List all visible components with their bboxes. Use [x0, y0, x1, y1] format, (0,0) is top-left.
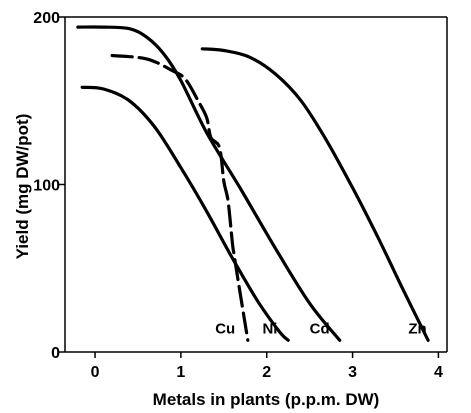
y-tick-label: 0 [51, 345, 60, 362]
series-labels: Cu Ni Cd Zn [215, 320, 426, 337]
series-label-zn: Zn [408, 320, 426, 337]
y-tick-label: 100 [33, 178, 60, 195]
series-line-ni [80, 85, 290, 342]
x-tick-label: 1 [176, 364, 185, 381]
series-line-cd [76, 25, 342, 342]
y-tick-label: 200 [33, 10, 60, 27]
axes [64, 16, 448, 353]
x-axis-title: Metals in plants (p.p.m. DW) [153, 390, 380, 409]
x-tick-label: 0 [91, 364, 100, 381]
series-line-zn [200, 47, 430, 342]
series-label-cd: Cd [310, 320, 330, 337]
series-line-cu [110, 53, 250, 342]
x-tick-label: 3 [348, 364, 357, 381]
series-label-cu: Cu [215, 320, 235, 337]
y-axis-title: Yield (mg DW/pot) [13, 114, 32, 260]
series-label-ni: Ni [262, 320, 277, 337]
x-tick-label: 2 [262, 364, 271, 381]
series-layer [76, 25, 430, 342]
x-ticks: 0 1 2 3 4 [91, 352, 443, 381]
y-ticks: 0 100 200 [33, 10, 65, 362]
x-tick-label: 4 [434, 364, 443, 381]
